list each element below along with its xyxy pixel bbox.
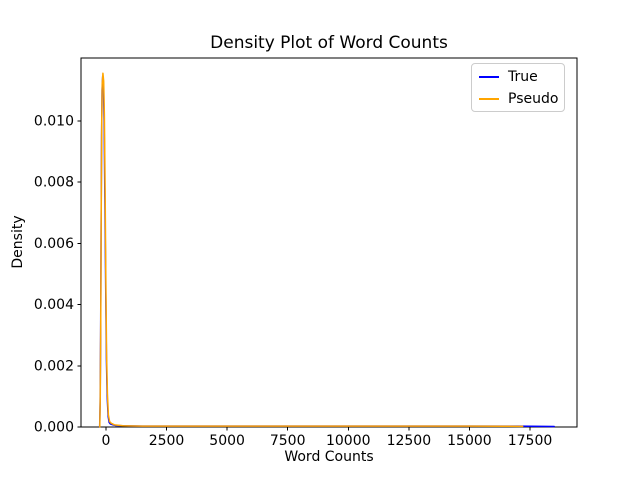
series-line-true [98,75,555,428]
chart-title: Density Plot of Word Counts [210,33,448,53]
legend-entry-true: True [479,69,564,85]
x-tick-label: 7500 [270,433,306,449]
y-axis-label: Density [10,215,26,269]
legend-label-true: True [508,68,538,85]
y-tick-label: 0.008 [34,175,74,191]
series-line-pseudo [99,72,524,428]
x-tick-label: 12500 [387,433,432,449]
y-tick-label: 0.004 [34,297,74,313]
x-tick-label: 0 [101,433,110,449]
y-tick-label: 0.006 [34,236,74,252]
x-tick-label: 2500 [149,433,185,449]
legend-box: True Pseudo [471,63,565,112]
legend-entry-pseudo: Pseudo [479,91,564,107]
legend-line-true-swatch [479,75,499,78]
y-tick-label: 0.002 [34,358,74,374]
y-tick-label: 0.010 [34,113,74,129]
x-axis-label: Word Counts [284,449,374,465]
legend-line-pseudo-swatch [479,97,499,100]
x-tick-label: 10000 [326,433,371,449]
x-tick-label: 17500 [508,433,553,449]
x-tick-label: 5000 [209,433,245,449]
x-tick-label: 15000 [447,433,492,449]
legend-label-pseudo: Pseudo [508,90,559,107]
axes-frame [80,57,578,428]
y-tick-label: 0.000 [34,420,74,436]
